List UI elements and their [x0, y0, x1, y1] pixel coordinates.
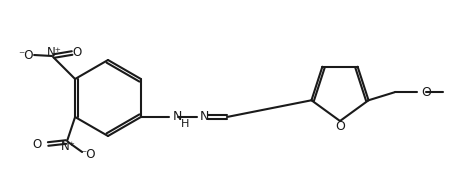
Text: N⁺: N⁺: [61, 140, 75, 152]
Text: O: O: [73, 45, 82, 58]
Text: O: O: [335, 121, 345, 133]
Text: ⁻O: ⁻O: [18, 48, 34, 62]
Text: N: N: [173, 110, 182, 122]
Text: H: H: [181, 119, 189, 129]
Text: N⁺: N⁺: [47, 45, 62, 58]
Text: N: N: [200, 110, 209, 122]
Text: ⁻O: ⁻O: [80, 149, 96, 162]
Text: O: O: [32, 139, 42, 152]
Text: O: O: [421, 86, 431, 99]
